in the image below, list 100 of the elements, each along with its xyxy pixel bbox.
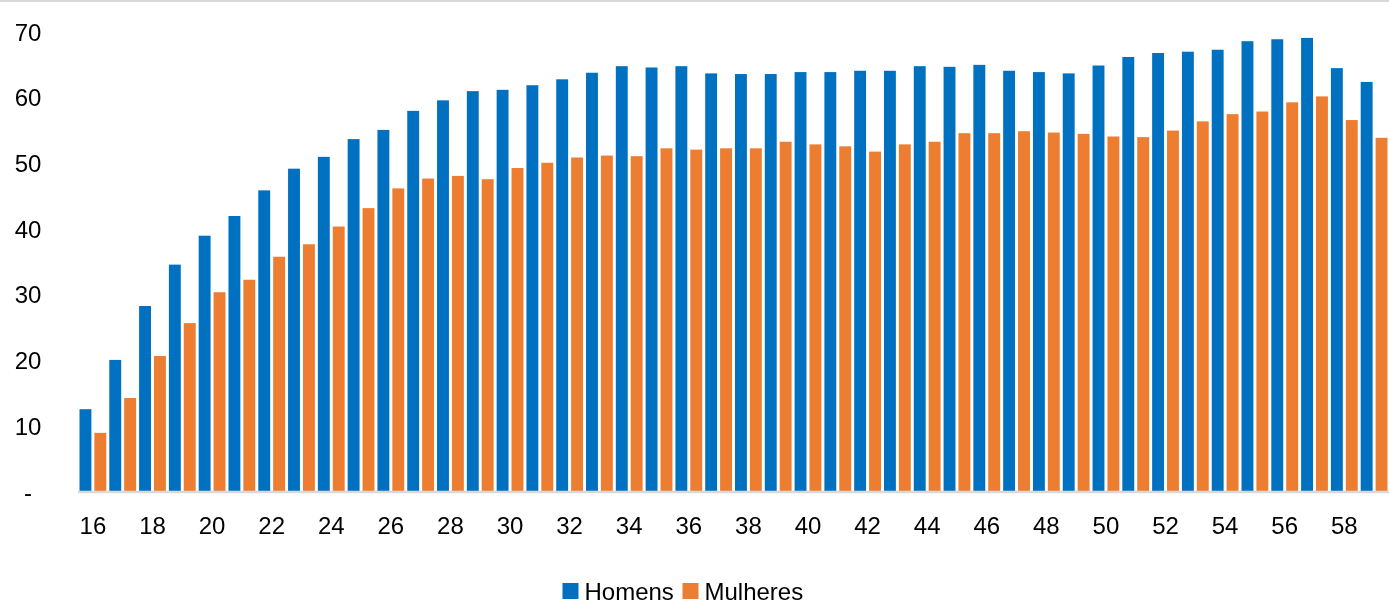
x-tick-label: 16 [79,512,107,539]
bar [1122,56,1135,492]
bar [645,67,658,492]
x-tick-label: 48 [1033,512,1060,539]
bar [943,66,956,492]
bar [898,144,911,492]
bar [79,409,92,492]
bar [1345,120,1358,492]
bar [317,156,330,492]
bar [779,141,792,492]
x-tick-label: 18 [139,512,166,539]
bar [526,85,539,492]
bar [258,190,271,492]
bar [1062,73,1075,492]
bar [1256,111,1269,492]
bar [749,148,762,492]
bar [243,279,256,492]
bar [1107,136,1120,492]
x-tick-label: 24 [317,512,345,539]
bar [794,72,807,492]
bar [675,66,688,492]
bar [168,264,181,492]
x-tick-label: 52 [1152,512,1179,539]
bar [288,168,300,492]
y-tick-label: 10 [14,412,42,440]
bar [839,146,852,492]
bar [362,208,375,492]
x-tick-label: 20 [198,512,226,539]
bar [302,244,315,492]
bar [958,133,971,492]
bar [183,323,196,492]
bar [1301,37,1314,492]
bar [213,292,226,492]
x-tick-label: 22 [258,512,286,539]
x-tick-label: 34 [615,512,643,539]
bar [928,141,941,492]
bar [1167,130,1179,492]
bar [1018,131,1030,492]
bar [735,74,747,492]
bar [94,432,107,492]
bar [407,110,420,492]
x-tick-label: 58 [1330,512,1358,539]
bar [466,91,479,492]
x-tick-label: 42 [854,512,881,539]
bar [1226,114,1239,492]
bar [824,72,837,492]
bar [600,155,613,492]
bar [556,79,569,492]
bar [153,355,166,492]
bar [228,216,241,492]
x-tick-label: 44 [913,512,941,539]
y-tick-label: - [24,478,32,506]
bar [1211,49,1224,492]
bar [198,235,211,492]
bar [1032,72,1045,492]
x-tick-label: 54 [1211,512,1239,539]
bar [451,175,464,492]
bar [1196,121,1209,492]
y-tick-label: 50 [14,149,42,177]
x-tick-label: 28 [437,512,464,539]
bar [764,74,777,492]
bar [705,73,718,492]
bar [571,157,584,492]
x-tick-label: 36 [675,512,703,539]
x-tick-label: 26 [377,512,405,539]
bar [869,151,881,492]
bar [109,359,122,492]
bar [883,70,896,492]
x-tick-label: 32 [556,512,583,539]
y-tick-label: 20 [14,347,42,375]
bar [347,139,360,492]
bar [377,129,390,492]
bar [630,156,643,492]
bar [392,188,405,492]
bar [615,66,628,492]
bar [1330,68,1343,492]
legend-label: Homens [584,577,674,603]
bar [1003,70,1016,492]
bar [1271,39,1284,492]
bar [854,70,867,492]
bar [124,398,137,492]
bar [690,149,703,492]
bar [1360,81,1373,492]
y-tick-label: 70 [14,18,42,46]
bar [660,148,673,492]
bar [913,66,926,492]
x-tick-label: 38 [735,512,762,539]
bar [809,144,822,492]
x-tick-label: 56 [1271,512,1299,539]
bar [1241,41,1254,492]
x-tick-label: 30 [496,512,524,539]
bar [541,162,554,492]
bar [1092,65,1105,492]
y-tick-label: 40 [14,215,42,243]
bar [139,306,151,492]
bar [273,256,286,492]
x-tick-label: 46 [973,512,1001,539]
x-tick-label: 40 [794,512,822,539]
x-tick-label: 50 [1092,512,1120,539]
bar [973,64,986,492]
